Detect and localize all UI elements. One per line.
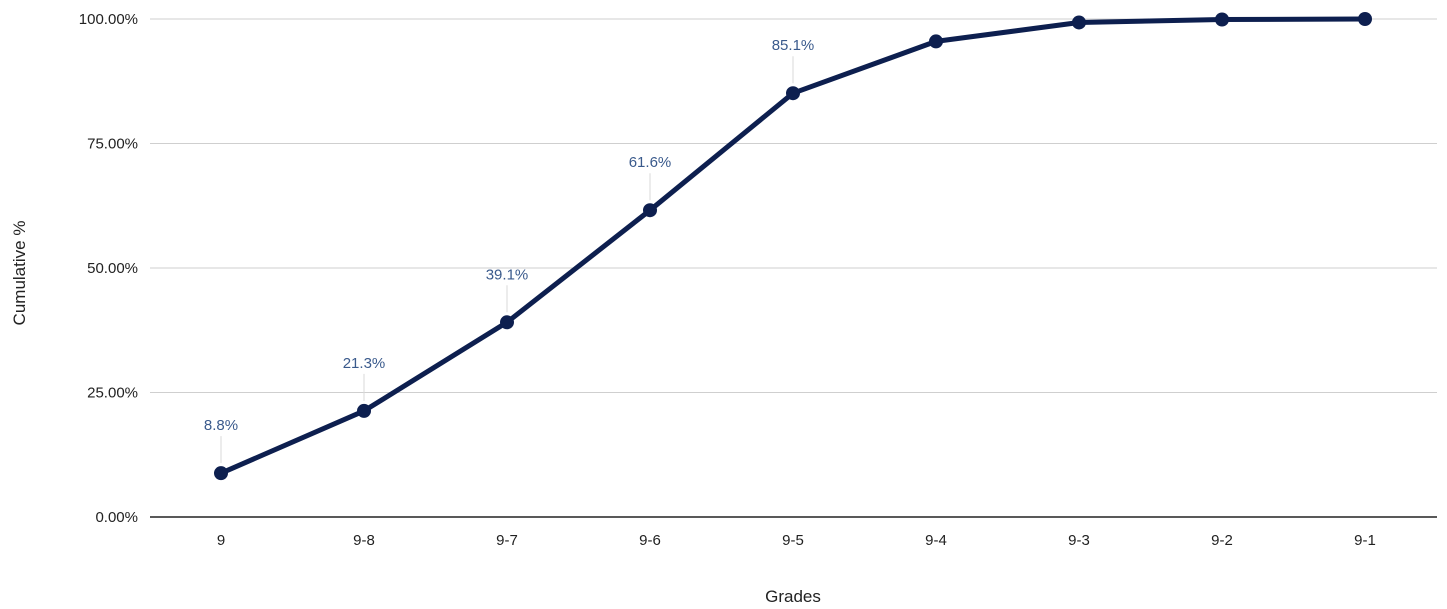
x-tick-label: 9-5 (782, 532, 804, 549)
x-tick-label: 9 (217, 532, 225, 549)
x-tick-label: 9-8 (353, 532, 375, 549)
data-point (500, 315, 514, 330)
data-point (1215, 12, 1229, 27)
data-point (786, 86, 800, 101)
data-labels: 8.8% 21.3% 39.1% 61.6% 85.1% (204, 37, 814, 434)
y-tick-label: 25.00% (87, 385, 138, 402)
x-tick-label: 9-1 (1354, 532, 1376, 549)
data-point (357, 403, 371, 418)
data-label: 85.1% (772, 37, 815, 54)
data-point (643, 203, 657, 218)
data-label: 8.8% (204, 417, 238, 434)
data-label: 61.6% (629, 154, 672, 171)
data-label-leaders (220, 56, 794, 464)
y-axis-ticks: 0.00% 25.00% 50.00% 75.00% 100.00% (79, 11, 138, 526)
data-point (1358, 12, 1372, 26)
data-point (1072, 15, 1086, 30)
y-tick-label: 100.00% (79, 11, 138, 28)
y-tick-label: 0.00% (95, 509, 138, 526)
data-point (214, 466, 228, 481)
x-tick-label: 9-3 (1068, 532, 1090, 549)
data-label: 39.1% (486, 266, 529, 283)
x-tick-label: 9-4 (925, 532, 947, 549)
x-tick-label: 9-7 (496, 532, 518, 549)
x-tick-label: 9-2 (1211, 532, 1233, 549)
x-axis-title: Grades (765, 587, 821, 606)
y-axis-title: Cumulative % (10, 221, 29, 326)
data-points (214, 12, 1372, 481)
x-axis-ticks: 9 9-8 9-7 9-6 9-5 9-4 9-3 9-2 9-1 (217, 532, 1376, 549)
data-label: 21.3% (343, 355, 386, 372)
x-tick-label: 9-6 (639, 532, 661, 549)
y-tick-label: 75.00% (87, 136, 138, 153)
y-tick-label: 50.00% (87, 260, 138, 277)
data-point (929, 34, 943, 49)
